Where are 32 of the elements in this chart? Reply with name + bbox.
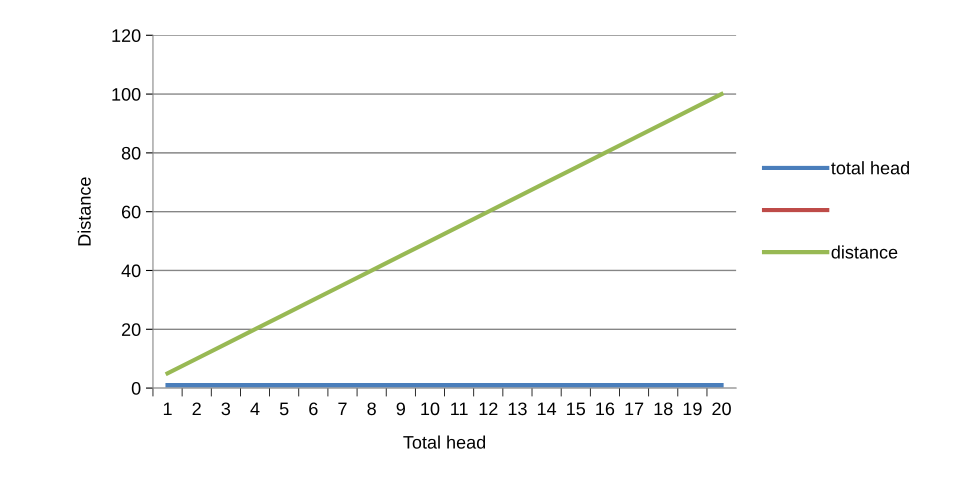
x-tick-label: 3	[222, 402, 230, 416]
x-tick-label: 19	[684, 402, 702, 416]
legend-label: distance	[832, 245, 898, 259]
y-tick-label: 100	[112, 88, 140, 101]
x-tick-label: 7	[338, 402, 347, 416]
x-tick-label: 1	[164, 402, 172, 416]
y-tick-label: 20	[122, 323, 140, 336]
legend-label: total head	[831, 161, 909, 174]
x-tick-label: 11	[451, 402, 468, 416]
x-tick-label: 20	[712, 402, 731, 416]
y-tick-label: 120	[112, 29, 140, 42]
x-tick-label: 13	[508, 402, 527, 416]
x-tick-label: 10	[421, 402, 440, 416]
x-tick-label: 2	[192, 402, 201, 416]
x-tick-label: 9	[396, 402, 405, 416]
x-tick-label: 8	[367, 402, 376, 416]
x-tick-label: 14	[538, 402, 556, 416]
x-tick-label: 18	[654, 402, 672, 416]
x-tick-label: 16	[596, 402, 614, 416]
y-tick-label: 0	[132, 382, 140, 395]
x-tick-label: 15	[567, 402, 586, 416]
y-axis-title: Distance	[78, 177, 91, 246]
y-tick-label: 80	[122, 146, 140, 160]
line-series	[165, 92, 724, 376]
x-axis-title: Total head	[403, 435, 486, 449]
y-tick-label: 60	[122, 206, 140, 218]
x-tick-label: 4	[250, 402, 260, 416]
x-tick-label: 5	[280, 402, 288, 416]
x-tick-label: 12	[480, 402, 498, 416]
y-tick-label: 40	[121, 264, 140, 278]
x-tick-label: 17	[625, 402, 644, 416]
x-tick-label: 6	[309, 402, 318, 416]
